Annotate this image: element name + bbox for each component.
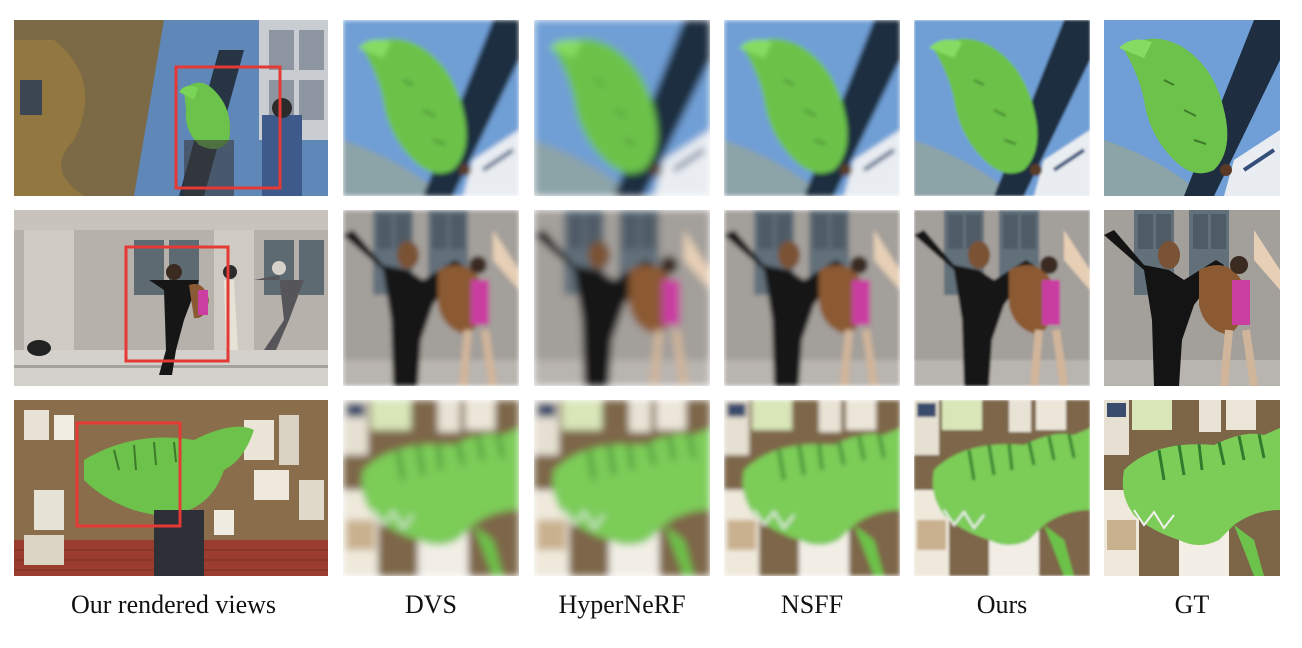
- caption-rendered-views: Our rendered views: [71, 590, 277, 619]
- row1-hypernerf-crop: [534, 20, 710, 196]
- row1-ours-crop: [914, 20, 1090, 196]
- row3-nsff-crop: [724, 400, 900, 576]
- row2-gt-crop: [1104, 210, 1280, 386]
- row1-gt-crop: [1104, 20, 1280, 196]
- row1-rendered-view: [14, 20, 328, 196]
- caption-hypernerf: HyperNeRF: [558, 590, 686, 619]
- row2-ours-crop: [914, 210, 1090, 386]
- row3-gt-crop: [1104, 400, 1280, 576]
- row3-rendered-view: [14, 400, 328, 576]
- row2-dvs-crop: [343, 210, 519, 386]
- caption-nsff: NSFF: [780, 590, 844, 619]
- row2-hypernerf-crop: [534, 210, 710, 386]
- row3-dvs-crop: [343, 400, 519, 576]
- row3-hypernerf-crop: [534, 400, 710, 576]
- row1-dvs-crop: [343, 20, 519, 196]
- caption-ours: Ours: [976, 590, 1028, 619]
- row3-ours-crop: [914, 400, 1090, 576]
- row2-rendered-view: [14, 210, 328, 386]
- row2-nsff-crop: [724, 210, 900, 386]
- row1-nsff-crop: [724, 20, 900, 196]
- caption-dvs: DVS: [404, 590, 457, 619]
- caption-gt: GT: [1174, 590, 1210, 619]
